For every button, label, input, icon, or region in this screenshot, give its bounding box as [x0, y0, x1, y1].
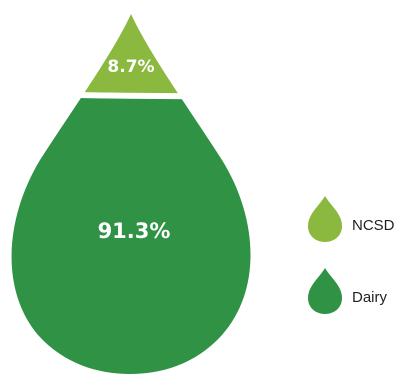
slice-dairy — [11, 92, 251, 374]
slice-ncsd-label: 8.7% — [107, 57, 154, 77]
legend-swatch-dairy — [308, 268, 342, 314]
slice-dairy-label: 91.3% — [98, 219, 171, 243]
legend-item-dairy: Dairy — [308, 268, 388, 314]
legend-swatch-ncsd — [308, 196, 342, 242]
legend-label-dairy: Dairy — [352, 289, 388, 306]
legend-item-ncsd: NCSD — [308, 196, 395, 242]
legend-label-ncsd: NCSD — [352, 217, 395, 234]
legend: NCSD Dairy — [308, 196, 395, 314]
